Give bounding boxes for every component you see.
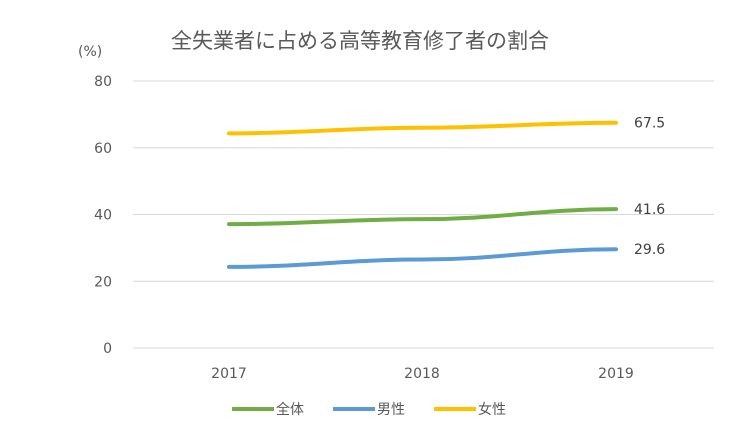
- data-label: 67.5: [634, 116, 665, 132]
- data-labels: 41.6 29.6 67.5: [634, 116, 665, 258]
- series-line-1: [227, 247, 618, 269]
- y-tick-label: 80: [94, 74, 112, 90]
- data-label: 41.6: [634, 202, 665, 218]
- x-tick-label: 2019: [598, 366, 634, 382]
- chart-title: 全失業者に占める高等教育修了者の割合: [171, 29, 549, 53]
- x-tick-label: 2018: [404, 366, 440, 382]
- y-axis-unit-label: (%): [78, 44, 102, 60]
- series-line-0: [227, 207, 618, 227]
- y-tick-label: 0: [103, 341, 112, 357]
- legend: 全体 男性 女性: [232, 401, 506, 418]
- y-axis-tick-labels: 0 20 40 60 80: [94, 74, 112, 357]
- legend-label: 全体: [276, 401, 304, 418]
- y-tick-label: 40: [94, 208, 112, 224]
- legend-label: 男性: [377, 402, 405, 418]
- x-axis-tick-labels: 2017 2018 2019: [211, 366, 634, 382]
- x-tick-label: 2017: [211, 366, 247, 382]
- series-line-2: [227, 120, 618, 136]
- y-tick-label: 20: [94, 274, 112, 290]
- legend-label: 女性: [478, 401, 506, 418]
- data-label: 29.6: [634, 242, 665, 258]
- series-lines: [227, 120, 618, 269]
- y-tick-label: 60: [94, 141, 112, 157]
- gridlines: [133, 80, 714, 349]
